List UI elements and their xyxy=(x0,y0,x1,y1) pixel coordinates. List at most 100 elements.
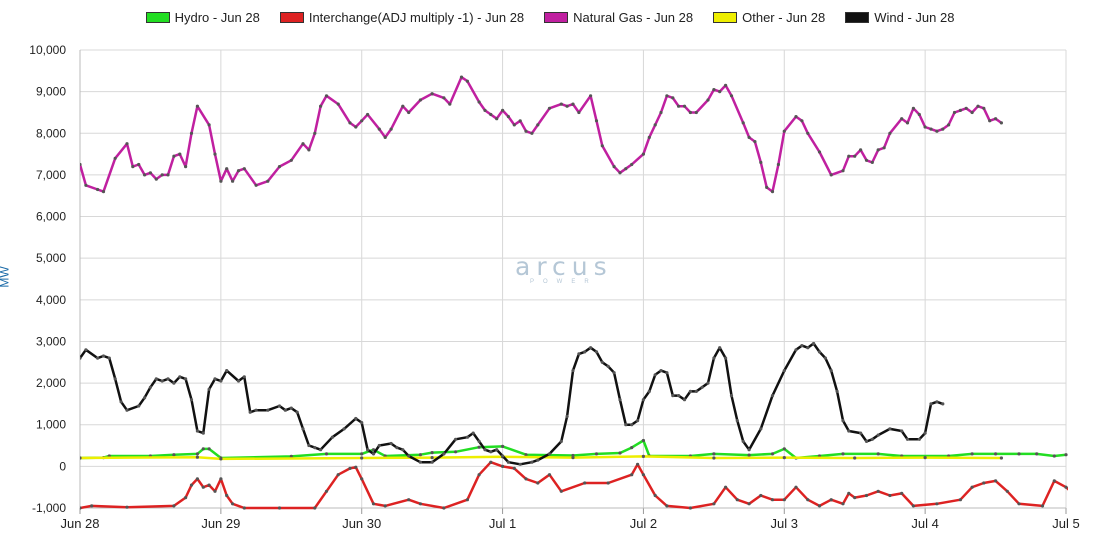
data-point xyxy=(577,110,581,115)
data-point xyxy=(219,179,223,183)
data-point xyxy=(747,448,751,452)
watermark-text: arcus xyxy=(515,252,613,281)
data-point xyxy=(143,173,147,177)
data-point xyxy=(242,167,246,171)
data-point xyxy=(812,341,816,346)
data-point xyxy=(307,148,311,152)
y-tick-label: 4,000 xyxy=(36,293,66,307)
data-point xyxy=(559,102,563,106)
data-point xyxy=(547,106,552,110)
legend-item[interactable]: Natural Gas - Jun 28 xyxy=(544,10,693,25)
data-point xyxy=(888,131,892,135)
data-point xyxy=(389,441,393,446)
x-tick-label: Jul 2 xyxy=(630,516,657,531)
data-point xyxy=(101,354,106,358)
series-line xyxy=(80,460,1068,510)
data-point xyxy=(454,450,458,454)
data-point xyxy=(888,493,892,498)
legend-label: Wind - Jun 28 xyxy=(874,10,955,25)
data-point xyxy=(724,356,728,360)
data-point xyxy=(817,150,822,154)
y-tick-label: 0 xyxy=(59,459,66,473)
data-point xyxy=(336,102,340,106)
data-point xyxy=(319,104,323,108)
data-point xyxy=(782,129,786,133)
data-point xyxy=(90,504,94,508)
data-point xyxy=(935,129,939,133)
data-point xyxy=(430,456,434,460)
data-point xyxy=(782,369,786,373)
data-point xyxy=(741,439,745,443)
data-point xyxy=(213,152,217,156)
data-point xyxy=(84,183,88,187)
data-point xyxy=(366,448,370,452)
data-point xyxy=(876,452,880,456)
data-point xyxy=(324,94,329,98)
data-point xyxy=(958,498,963,502)
data-point xyxy=(360,119,364,123)
data-point xyxy=(383,135,387,139)
data-point xyxy=(242,506,246,510)
data-point xyxy=(219,477,223,481)
legend-label: Other - Jun 28 xyxy=(742,10,826,25)
data-point xyxy=(254,408,258,412)
data-point xyxy=(477,100,481,104)
legend-item[interactable]: Hydro - Jun 28 xyxy=(145,10,260,25)
data-point xyxy=(976,104,980,108)
data-point xyxy=(994,479,998,483)
x-tick-label: Jul 5 xyxy=(1052,516,1079,531)
data-point xyxy=(418,502,422,506)
series-2-group xyxy=(80,75,1004,194)
data-point xyxy=(600,360,604,364)
data-point xyxy=(178,375,182,379)
data-point xyxy=(454,437,458,441)
data-point xyxy=(1064,485,1068,489)
data-point xyxy=(659,110,663,115)
data-point xyxy=(371,448,376,452)
data-point xyxy=(859,148,863,152)
data-point xyxy=(225,493,229,498)
legend-item[interactable]: Wind - Jun 28 xyxy=(845,10,954,25)
legend-item[interactable]: Interchange(ADJ multiply -1) - Jun 28 xyxy=(279,10,524,25)
data-point xyxy=(594,350,599,354)
data-point xyxy=(718,346,722,350)
data-point xyxy=(782,498,786,502)
data-point xyxy=(195,104,199,108)
data-point xyxy=(189,483,194,487)
data-point xyxy=(307,443,311,448)
data-point xyxy=(178,152,182,156)
data-point xyxy=(477,445,481,449)
data-point xyxy=(277,404,282,408)
data-point xyxy=(301,427,305,431)
data-point xyxy=(665,504,669,508)
x-tick-label: Jun 28 xyxy=(60,516,99,531)
data-point xyxy=(465,498,469,502)
legend-swatch xyxy=(145,12,170,23)
data-point xyxy=(806,131,810,135)
data-point xyxy=(96,356,100,360)
y-tick-label: 3,000 xyxy=(36,334,66,348)
legend-item[interactable]: Other - Jun 28 xyxy=(713,10,825,25)
data-point xyxy=(143,396,147,400)
data-point xyxy=(536,123,540,127)
data-point xyxy=(829,498,833,502)
data-point xyxy=(688,110,693,115)
data-point xyxy=(131,165,135,169)
data-point xyxy=(119,400,123,404)
data-point xyxy=(231,502,235,506)
data-point xyxy=(113,156,117,160)
data-point xyxy=(442,506,446,510)
data-point xyxy=(501,108,505,112)
data-point xyxy=(999,456,1004,460)
y-axis-label: MW xyxy=(0,266,12,288)
data-point xyxy=(806,498,810,502)
data-point xyxy=(1017,502,1021,506)
data-point xyxy=(700,385,704,389)
data-point xyxy=(624,167,628,171)
data-point xyxy=(524,477,528,481)
data-point xyxy=(348,121,352,125)
data-point xyxy=(377,443,381,448)
data-point xyxy=(876,489,880,493)
data-point xyxy=(283,408,287,412)
y-tick-label: 1,000 xyxy=(36,418,66,432)
